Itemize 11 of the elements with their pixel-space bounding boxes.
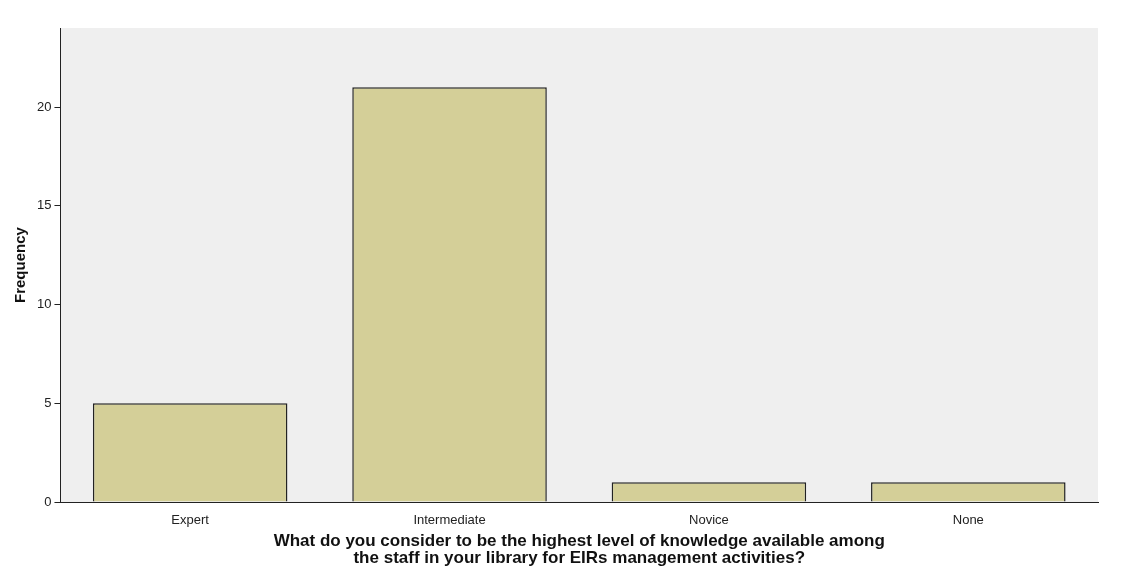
x-tick-label: None [952,512,984,528]
x-tick-label: Novice [689,512,729,528]
y-tick-label: 5 [44,394,52,410]
y-tick-label: 20 [36,98,52,114]
y-tick-label: 15 [36,197,52,213]
x-tick-label: Intermediate [413,512,486,528]
y-tick-label: 10 [36,296,52,312]
y-tick-label: 0 [44,493,52,509]
x-axis-title: What do you consider to be the highest level of knowledge available among the staff in your library for EIRs management activities? [273,531,885,567]
x-tick-label: Expert [171,512,210,528]
y-axis-title: Frequency [11,226,29,303]
